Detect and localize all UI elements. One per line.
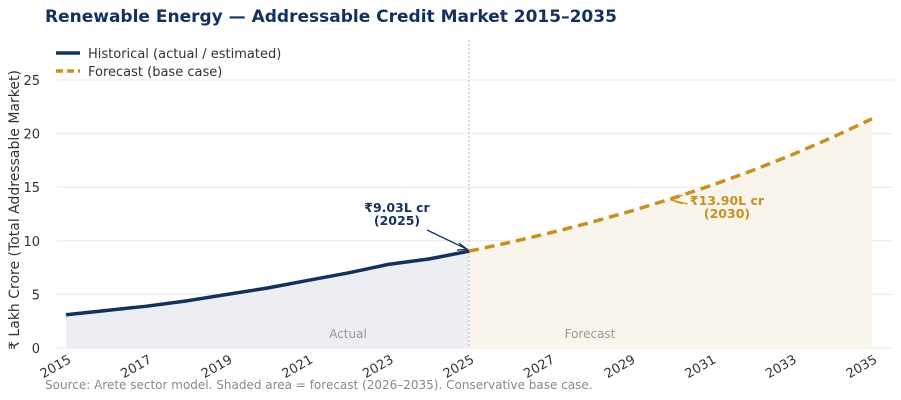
annotation-2030-value: ₹13.90L cr [690, 193, 765, 208]
x-tick-label: 2033 [763, 352, 799, 382]
footnote: Source: Arete sector model. Shaded area … [45, 378, 593, 392]
y-axis-label: ₹ Lakh Crore (Total Addressable Market) [7, 70, 23, 350]
y-tick-label: 20 [23, 128, 40, 143]
y-tick-label: 0 [32, 342, 40, 357]
shaded-area-actual [66, 251, 469, 348]
annotation-2025-year: (2025) [374, 213, 420, 228]
annotation-2025-arrowhead [456, 242, 469, 251]
region-label-actual: Actual [329, 327, 367, 341]
annotation-2025-arrow [426, 229, 468, 250]
annotation-2025-value: ₹9.03L cr [364, 200, 430, 215]
x-tick-label: 2029 [602, 352, 638, 382]
y-tick-label: 5 [32, 288, 40, 303]
x-tick-label: 2035 [844, 352, 880, 382]
y-tick-label: 15 [23, 181, 40, 196]
region-label-forecast: Forecast [565, 327, 616, 341]
chart-title: Renewable Energy — Addressable Credit Ma… [45, 7, 617, 27]
annotation-2030-year: (2030) [704, 206, 750, 221]
y-tick-label: 10 [23, 235, 40, 250]
shaded-area-forecast [469, 118, 872, 348]
y-tick-label: 25 [23, 74, 40, 89]
annotation-2030-arrow-shaft [671, 199, 688, 205]
legend-historical-label: Historical (actual / estimated) [88, 47, 281, 62]
legend-forecast-label: Forecast (base case) [88, 65, 222, 80]
x-tick-label: 2031 [683, 352, 719, 382]
